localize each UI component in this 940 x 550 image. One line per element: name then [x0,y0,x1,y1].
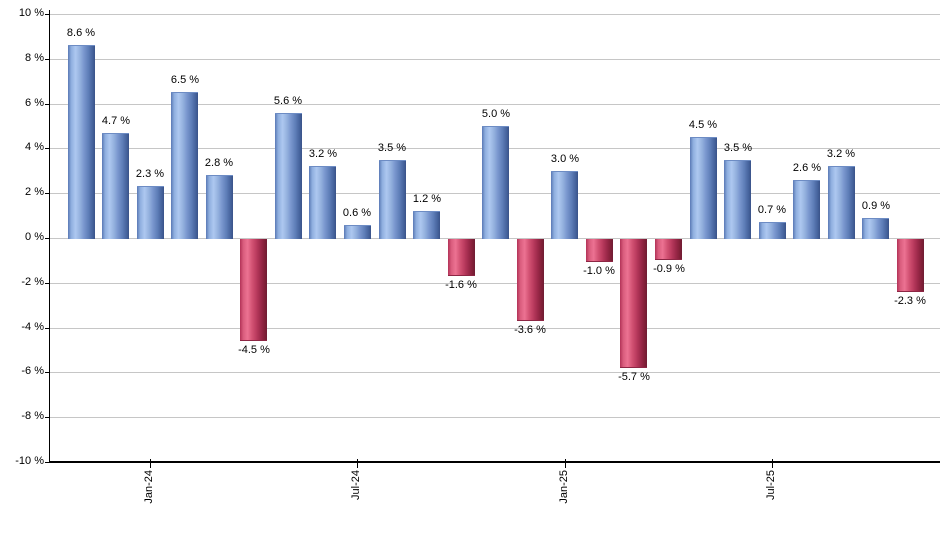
bar [517,239,544,321]
bar [171,92,198,239]
bar-value-label: 4.5 % [688,119,718,131]
bar [690,137,717,239]
bar-value-label: 3.5 % [723,142,753,154]
y-axis-tick-mark [45,148,49,149]
bar [759,222,786,239]
bar [620,239,647,368]
gridline [49,104,940,105]
y-axis-tick-mark [45,462,49,463]
y-axis-tick-mark [45,328,49,329]
bar [862,218,889,239]
bar-value-label: 5.6 % [273,95,303,107]
y-axis-tick-mark [45,372,49,373]
bar [655,239,682,260]
gridline [49,14,940,15]
gridline [49,372,940,373]
gridline [49,328,940,329]
gridline [49,283,940,284]
bar [68,45,95,239]
bar [551,171,578,239]
bar [344,225,371,239]
bar-value-label: 8.6 % [66,27,96,39]
bar-value-label: -1.0 % [583,265,615,277]
bar-value-label: 3.0 % [550,153,580,165]
bar [793,180,820,239]
bar [275,113,302,239]
bar-value-label: 0.9 % [861,200,891,212]
bar [448,239,475,276]
bar-value-label: 0.7 % [757,204,787,216]
bar-value-label: 6.5 % [170,74,200,86]
bar [724,160,751,239]
x-axis-line [49,461,940,463]
x-axis-tick-mark [150,459,151,468]
bar [137,186,164,239]
bar-value-label: 2.8 % [204,157,234,169]
bar-value-label: 4.7 % [101,115,131,127]
gridline [49,417,940,418]
x-axis-tick-label: Jul-24 [350,470,362,500]
y-axis-tick-mark [45,193,49,194]
bar-value-label: 0.6 % [342,207,372,219]
y-axis-tick-label: -10 % [15,455,44,467]
bar [586,239,613,262]
y-axis-tick-label: -6 % [21,365,44,377]
y-axis-tick-mark [45,104,49,105]
y-axis-tick-label: 0 % [25,231,44,243]
bar [897,239,924,292]
bar [828,166,855,239]
y-axis-tick-label: 8 % [25,52,44,64]
bar [482,126,509,239]
x-axis-tick-label: Jan-24 [143,470,155,504]
y-axis-tick-mark [45,417,49,418]
bar [309,166,336,239]
y-axis-tick-label: 10 % [18,7,44,19]
y-axis-tick-label: -4 % [21,321,44,333]
bar-value-label: 3.2 % [308,148,338,160]
bar-value-label: -4.5 % [238,344,270,356]
gridline [49,59,940,60]
y-axis-tick-label: 2 % [25,186,44,198]
y-axis-tick-label: 4 % [25,141,44,153]
bar-value-label: -0.9 % [653,263,685,275]
bar [206,175,233,239]
bar-value-label: 1.2 % [412,193,442,205]
bar [379,160,406,239]
bar-value-label: 2.6 % [792,162,822,174]
bar [413,211,440,239]
bar-value-label: 2.3 % [135,168,165,180]
bar-value-label: -1.6 % [445,279,477,291]
y-axis-line [49,10,50,463]
y-axis-tick-label: -2 % [21,276,44,288]
x-axis-tick-mark [565,459,566,468]
x-axis-tick-mark [357,459,358,468]
bar [240,239,267,341]
y-axis-tick-mark [45,238,49,239]
bar-value-label: 3.2 % [826,148,856,160]
y-axis-tick-mark [45,59,49,60]
bar [102,133,129,239]
bar-value-label: -3.6 % [514,324,546,336]
bar-value-label: 5.0 % [481,108,511,120]
bar-value-label: 3.5 % [377,142,407,154]
x-axis-tick-label: Jul-25 [765,470,777,500]
y-axis-tick-label: 6 % [25,97,44,109]
x-axis-tick-mark [772,459,773,468]
y-axis-tick-mark [45,283,49,284]
x-axis-tick-label: Jan-25 [558,470,570,504]
y-axis-tick-label: -8 % [21,410,44,422]
bar-value-label: -2.3 % [894,295,926,307]
y-axis-tick-mark [45,14,49,15]
bar-value-label: -5.7 % [618,371,650,383]
